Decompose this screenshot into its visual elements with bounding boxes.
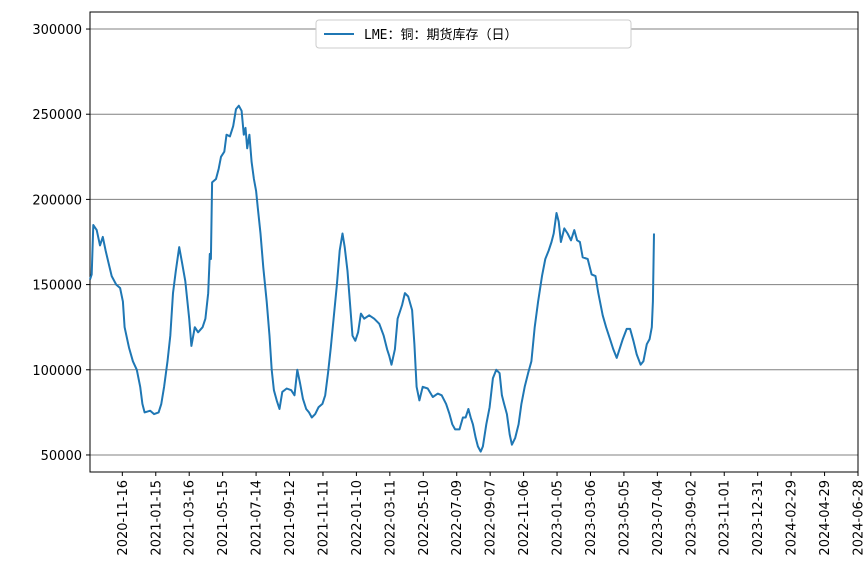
y-tick-label: 100000 (32, 364, 82, 379)
x-tick-label: 2024-02-29 (785, 480, 800, 556)
x-tick-label: 2024-04-29 (818, 480, 833, 556)
legend-label: LME：铜：期货库存（日） (364, 27, 517, 43)
y-tick-label: 250000 (32, 108, 82, 123)
x-tick-label: 2023-12-31 (751, 480, 766, 556)
y-tick-label: 50000 (41, 449, 82, 464)
x-axis: 2020-11-16 2021-01-15 2021-03-16 2021-05-15… (116, 472, 866, 556)
x-tick-label: 2023-01-05 (551, 480, 566, 556)
plot-area-frame (89, 11, 859, 473)
x-tick-label: 2024-06-28 (852, 480, 866, 556)
y-gridlines (90, 28, 858, 456)
x-tick-label: 2021-07-14 (250, 480, 265, 556)
x-tick-label: 2021-05-15 (216, 480, 231, 556)
series-line-lme-copper-stock (89, 104, 655, 453)
x-tick-label: 2023-03-06 (584, 480, 599, 556)
x-tick-label: 2021-01-15 (149, 480, 164, 556)
legend-box (315, 19, 632, 49)
legend: LME：铜：期货库存（日） (315, 19, 632, 49)
x-tick-label: 2023-05-05 (617, 480, 632, 556)
x-tick-label: 2023-09-02 (684, 480, 699, 556)
y-tick-label: 200000 (32, 193, 82, 208)
x-tick-label: 2021-11-11 (316, 480, 331, 556)
x-tick-label: 2022-03-11 (383, 480, 398, 556)
y-tick-label: 300000 (32, 23, 82, 38)
x-tick-label: 2021-09-12 (283, 480, 298, 556)
x-tick-label: 2020-11-16 (116, 480, 131, 556)
y-tick-label: 150000 (32, 279, 82, 294)
x-tick-label: 2023-07-04 (651, 480, 666, 556)
x-tick-label: 2022-07-09 (450, 480, 465, 556)
x-tick-label: 2022-09-07 (484, 480, 499, 556)
x-tick-label: 2022-11-06 (517, 480, 532, 556)
y-axis: 50000 100000 150000 200000 250000 300000 (32, 23, 90, 464)
x-tick-label: 2023-11-01 (718, 480, 733, 556)
x-tick-label: 2021-03-16 (183, 480, 198, 556)
x-tick-label: 2022-01-10 (350, 480, 365, 556)
x-tick-label: 2022-05-10 (417, 480, 432, 556)
